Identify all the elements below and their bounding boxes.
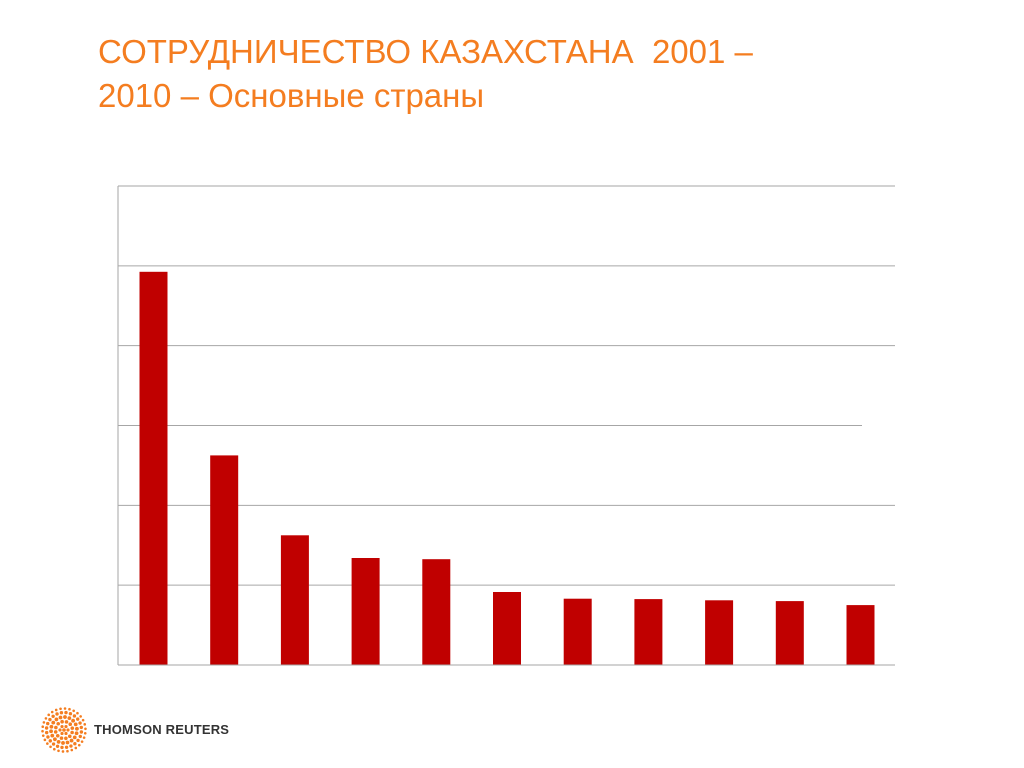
bar-7 xyxy=(563,598,592,665)
bar-10 xyxy=(775,601,804,665)
bar-8 xyxy=(634,599,663,665)
slide-title: СОТРУДНИЧЕСТВО КАЗАХСТАНА 2001 – 2010 – … xyxy=(98,30,938,118)
bar-4 xyxy=(351,558,380,665)
bar-6 xyxy=(493,592,521,665)
bar-1 xyxy=(139,271,168,665)
chart-gridlines xyxy=(118,185,895,586)
chart-bars xyxy=(139,271,875,665)
brand-name: THOMSON REUTERS xyxy=(94,722,230,737)
bar-11 xyxy=(846,605,875,665)
chart-axes xyxy=(117,186,895,666)
thomson-reuters-dot-sphere-icon xyxy=(41,707,87,753)
slide-title-line-1: СОТРУДНИЧЕСТВО КАЗАХСТАНА 2001 – xyxy=(98,33,753,70)
thomson-reuters-logo: THOMSON REUTERS xyxy=(40,706,240,756)
bar-2 xyxy=(210,455,239,665)
bar-9 xyxy=(705,600,734,665)
bar-3 xyxy=(280,535,309,665)
bar-5 xyxy=(422,559,451,665)
slide-title-line-2: 2010 – Основные страны xyxy=(98,77,485,114)
